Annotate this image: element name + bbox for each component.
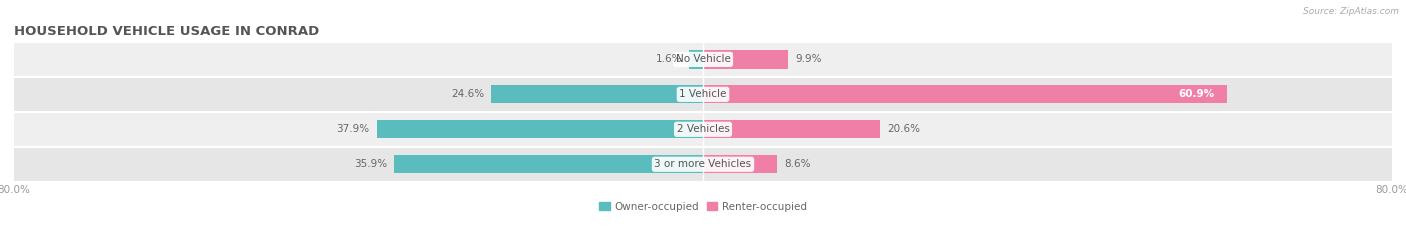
Text: 8.6%: 8.6% — [785, 159, 810, 169]
Text: 35.9%: 35.9% — [354, 159, 387, 169]
Text: 2 Vehicles: 2 Vehicles — [676, 124, 730, 134]
Bar — [703, 85, 1227, 103]
Text: HOUSEHOLD VEHICLE USAGE IN CONRAD: HOUSEHOLD VEHICLE USAGE IN CONRAD — [14, 25, 319, 38]
Bar — [491, 85, 703, 103]
Bar — [14, 147, 1392, 182]
Text: 24.6%: 24.6% — [451, 89, 484, 99]
Text: 3 or more Vehicles: 3 or more Vehicles — [654, 159, 752, 169]
Bar — [689, 50, 703, 69]
Text: Source: ZipAtlas.com: Source: ZipAtlas.com — [1303, 7, 1399, 16]
Bar — [703, 120, 880, 138]
Text: 37.9%: 37.9% — [336, 124, 370, 134]
Bar — [14, 77, 1392, 112]
Text: No Vehicle: No Vehicle — [675, 55, 731, 64]
Bar — [703, 50, 789, 69]
Text: 60.9%: 60.9% — [1178, 89, 1215, 99]
Bar — [377, 120, 703, 138]
Bar — [14, 42, 1392, 77]
Text: 1 Vehicle: 1 Vehicle — [679, 89, 727, 99]
Legend: Owner-occupied, Renter-occupied: Owner-occupied, Renter-occupied — [595, 197, 811, 216]
Text: 1.6%: 1.6% — [655, 55, 682, 64]
Bar — [394, 155, 703, 173]
Bar — [703, 155, 778, 173]
Text: 9.9%: 9.9% — [796, 55, 821, 64]
Text: 20.6%: 20.6% — [887, 124, 921, 134]
Bar — [14, 112, 1392, 147]
